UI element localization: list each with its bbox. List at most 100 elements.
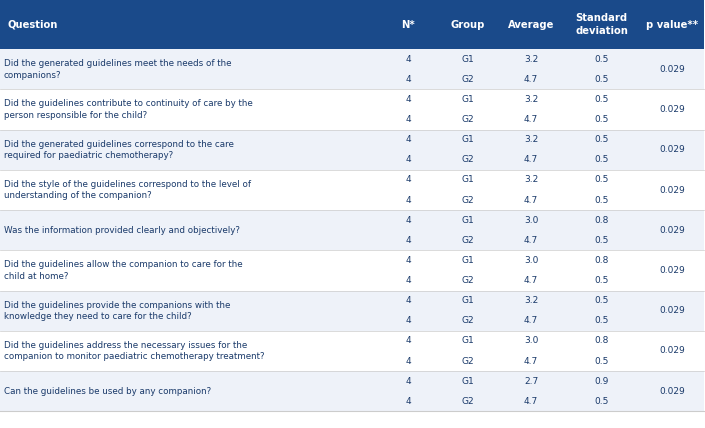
Text: 0.5: 0.5: [594, 155, 608, 164]
Bar: [0, 49, 704, 89]
Text: 0.5: 0.5: [594, 115, 608, 124]
Text: Did the guidelines allow the companion to care for the
child at home?: Did the guidelines allow the companion t…: [4, 260, 242, 281]
Text: 0.5: 0.5: [594, 397, 608, 406]
Text: G2: G2: [462, 75, 474, 84]
Text: 4.7: 4.7: [524, 357, 539, 366]
Text: 0.5: 0.5: [594, 357, 608, 366]
Bar: [0, 250, 704, 291]
Text: 0.029: 0.029: [659, 105, 685, 114]
Bar: [0, 170, 704, 210]
Text: G2: G2: [462, 236, 474, 245]
Text: 4: 4: [405, 115, 411, 124]
Text: 0.8: 0.8: [594, 216, 608, 225]
Text: G1: G1: [462, 336, 474, 345]
Text: Did the guidelines address the necessary issues for the
companion to monitor pae: Did the guidelines address the necessary…: [4, 341, 264, 361]
Text: 4: 4: [405, 135, 411, 144]
Text: G1: G1: [462, 95, 474, 104]
Text: Did the style of the guidelines correspond to the level of
understanding of the : Did the style of the guidelines correspo…: [4, 180, 250, 200]
Text: 0.5: 0.5: [594, 75, 608, 84]
Text: G2: G2: [462, 357, 474, 366]
Text: 4.7: 4.7: [524, 397, 539, 406]
Text: 4.7: 4.7: [524, 276, 539, 285]
Text: 0.5: 0.5: [594, 175, 608, 184]
Text: 0.8: 0.8: [594, 256, 608, 265]
Text: 4: 4: [405, 95, 411, 104]
Text: 4.7: 4.7: [524, 196, 539, 205]
Text: 4: 4: [405, 336, 411, 345]
Text: 4.7: 4.7: [524, 155, 539, 164]
Text: 4: 4: [405, 397, 411, 406]
Text: 4: 4: [405, 377, 411, 386]
Text: Average: Average: [508, 20, 554, 30]
Text: 4: 4: [405, 236, 411, 245]
Text: 0.029: 0.029: [659, 346, 685, 356]
Text: 4: 4: [405, 357, 411, 366]
Text: 4: 4: [405, 296, 411, 305]
Text: 4: 4: [405, 256, 411, 265]
Text: 0.029: 0.029: [659, 145, 685, 155]
Text: 4.7: 4.7: [524, 236, 539, 245]
Bar: [0, 210, 704, 250]
Text: 3.2: 3.2: [524, 296, 539, 305]
Text: 3.0: 3.0: [524, 336, 539, 345]
Text: 4: 4: [405, 175, 411, 184]
Text: 3.2: 3.2: [524, 55, 539, 64]
Text: 4: 4: [405, 155, 411, 164]
Text: 0.029: 0.029: [659, 65, 685, 74]
Text: 0.5: 0.5: [594, 135, 608, 144]
Text: 3.0: 3.0: [524, 256, 539, 265]
Text: G1: G1: [462, 296, 474, 305]
Text: G1: G1: [462, 135, 474, 144]
Text: 3.2: 3.2: [524, 95, 539, 104]
Bar: [0, 291, 704, 331]
Text: G2: G2: [462, 316, 474, 325]
Text: G2: G2: [462, 155, 474, 164]
Text: 0.029: 0.029: [659, 185, 685, 195]
Text: 4: 4: [405, 316, 411, 325]
Text: G1: G1: [462, 256, 474, 265]
Bar: [0, 130, 704, 170]
Text: 4.7: 4.7: [524, 75, 539, 84]
Text: 3.2: 3.2: [524, 175, 539, 184]
Text: Standard
deviation: Standard deviation: [575, 13, 628, 36]
Text: G2: G2: [462, 196, 474, 205]
Text: Did the generated guidelines correspond to the care
required for paediatric chem: Did the generated guidelines correspond …: [4, 140, 233, 160]
Bar: [0, 0, 704, 49]
Text: 0.9: 0.9: [594, 377, 608, 386]
Text: Did the guidelines provide the companions with the
knowledge they need to care f: Did the guidelines provide the companion…: [4, 300, 230, 321]
Text: Can the guidelines be used by any companion?: Can the guidelines be used by any compan…: [4, 386, 211, 396]
Text: 0.8: 0.8: [594, 336, 608, 345]
Text: 0.5: 0.5: [594, 236, 608, 245]
Text: Did the generated guidelines meet the needs of the
companions?: Did the generated guidelines meet the ne…: [4, 59, 231, 80]
Text: 0.5: 0.5: [594, 95, 608, 104]
Text: p value**: p value**: [646, 20, 698, 30]
Text: Did the guidelines contribute to continuity of care by the
person responsible fo: Did the guidelines contribute to continu…: [4, 99, 252, 120]
Text: 4: 4: [405, 276, 411, 285]
Text: 3.2: 3.2: [524, 135, 539, 144]
Text: Group: Group: [450, 20, 485, 30]
Text: 0.5: 0.5: [594, 316, 608, 325]
Text: N*: N*: [401, 20, 415, 30]
Text: 4.7: 4.7: [524, 316, 539, 325]
Text: 4.7: 4.7: [524, 115, 539, 124]
Text: G1: G1: [462, 175, 474, 184]
Text: 4: 4: [405, 75, 411, 84]
Text: G2: G2: [462, 115, 474, 124]
Text: 3.0: 3.0: [524, 216, 539, 225]
Text: 2.7: 2.7: [524, 377, 539, 386]
Text: 0.5: 0.5: [594, 55, 608, 64]
Text: 0.5: 0.5: [594, 296, 608, 305]
Text: 0.029: 0.029: [659, 226, 685, 235]
Text: 0.029: 0.029: [659, 386, 685, 396]
Text: G1: G1: [462, 55, 474, 64]
Bar: [0, 331, 704, 371]
Text: 0.5: 0.5: [594, 276, 608, 285]
Bar: [0, 89, 704, 130]
Text: 4: 4: [405, 216, 411, 225]
Bar: [0, 371, 704, 411]
Text: G2: G2: [462, 397, 474, 406]
Text: 0.029: 0.029: [659, 306, 685, 315]
Text: G1: G1: [462, 216, 474, 225]
Text: 0.5: 0.5: [594, 196, 608, 205]
Text: Question: Question: [7, 20, 57, 30]
